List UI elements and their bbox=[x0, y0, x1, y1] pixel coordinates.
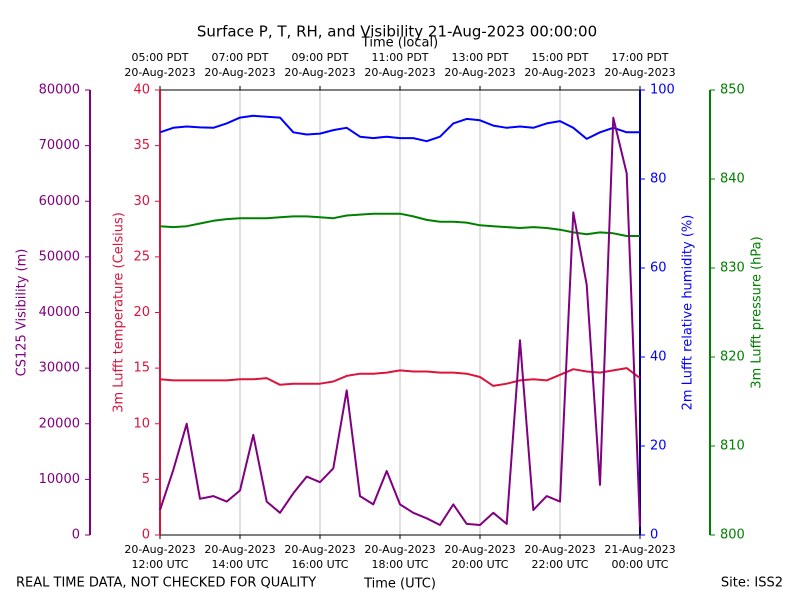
y-tick-label: 70000 bbox=[39, 138, 80, 153]
series-line bbox=[159, 212, 640, 237]
y-tick-label: 15 bbox=[133, 361, 150, 376]
y-tick-label: 820 bbox=[720, 350, 745, 365]
y-tick-label: 20000 bbox=[39, 416, 80, 431]
x-tick-label: 20-Aug-2023 bbox=[124, 543, 195, 556]
y-tick-label: 5 bbox=[142, 472, 150, 487]
y-tick-label: 60000 bbox=[39, 194, 80, 209]
y-tick-label: 25 bbox=[133, 249, 150, 264]
y-tick-label: 0 bbox=[650, 528, 658, 543]
y-axis-label: CS125 Visibility (m) bbox=[15, 249, 30, 377]
chart-title: Surface P, T, RH, and Visibility 21-Aug-… bbox=[197, 23, 597, 41]
x-tick-label: 00:00 UTC bbox=[611, 558, 668, 571]
x-tick-label: 14:00 UTC bbox=[211, 558, 268, 571]
x2-tick-label: 05:00 PDT bbox=[131, 51, 188, 64]
series-line bbox=[159, 116, 641, 527]
site-note: Site: ISS2 bbox=[721, 576, 783, 591]
y-tick-label: 810 bbox=[720, 439, 745, 454]
y-tick-label: 35 bbox=[133, 138, 150, 153]
y-tick-label: 10000 bbox=[39, 472, 80, 487]
y-tick-label: 840 bbox=[720, 172, 745, 187]
x-tick-label: 21-Aug-2023 bbox=[604, 543, 675, 556]
x2-tick-label: 20-Aug-2023 bbox=[604, 66, 675, 79]
x-tick-label: 20-Aug-2023 bbox=[364, 543, 435, 556]
x2-tick-label: 20-Aug-2023 bbox=[524, 66, 595, 79]
y-tick-label: 40 bbox=[133, 83, 150, 98]
y-tick-label: 10 bbox=[133, 416, 150, 431]
x-tick-label: 20:00 UTC bbox=[451, 558, 508, 571]
x2-tick-label: 20-Aug-2023 bbox=[124, 66, 195, 79]
x-tick-label: 20-Aug-2023 bbox=[444, 543, 515, 556]
y-tick-label: 0 bbox=[142, 528, 150, 543]
y-tick-label: 20 bbox=[650, 439, 667, 454]
y-tick-label: 830 bbox=[720, 261, 745, 276]
y-tick-label: 60 bbox=[650, 261, 667, 276]
y-tick-label: 30000 bbox=[39, 361, 80, 376]
x2-tick-label: 13:00 PDT bbox=[451, 51, 508, 64]
x2-tick-label: 20-Aug-2023 bbox=[444, 66, 515, 79]
x2-tick-label: 20-Aug-2023 bbox=[204, 66, 275, 79]
quality-note: REAL TIME DATA, NOT CHECKED FOR QUALITY bbox=[16, 576, 316, 591]
x2-tick-label: 09:00 PDT bbox=[291, 51, 348, 64]
x-axis-label: Time (UTC) bbox=[363, 577, 436, 592]
x2-axis-label: Time (local) bbox=[361, 36, 438, 51]
x-tick-label: 16:00 UTC bbox=[291, 558, 348, 571]
y-tick-label: 800 bbox=[720, 528, 745, 543]
y-tick-label: 50000 bbox=[39, 249, 80, 264]
x-tick-label: 18:00 UTC bbox=[371, 558, 428, 571]
y-tick-label: 80 bbox=[650, 172, 667, 187]
x2-tick-label: 20-Aug-2023 bbox=[364, 66, 435, 79]
y-tick-label: 40000 bbox=[39, 305, 80, 320]
series-line bbox=[159, 114, 640, 143]
x2-tick-label: 15:00 PDT bbox=[531, 51, 588, 64]
y-axis-label: 3m Lufft pressure (hPa) bbox=[750, 236, 765, 388]
x2-tick-label: 20-Aug-2023 bbox=[284, 66, 355, 79]
x-tick-label: 12:00 UTC bbox=[131, 558, 188, 571]
x2-tick-label: 11:00 PDT bbox=[371, 51, 428, 64]
y-tick-label: 20 bbox=[133, 305, 150, 320]
series-line bbox=[159, 367, 641, 387]
y-axis-label: 3m Lufft temperature (Celsius) bbox=[112, 212, 127, 413]
y-tick-label: 40 bbox=[650, 350, 667, 365]
y-axis-label: 2m Lufft relative humidity (%) bbox=[681, 215, 696, 411]
x2-tick-label: 17:00 PDT bbox=[611, 51, 668, 64]
y-tick-label: 80000 bbox=[39, 83, 80, 98]
x-tick-label: 20-Aug-2023 bbox=[284, 543, 355, 556]
x-tick-label: 20-Aug-2023 bbox=[204, 543, 275, 556]
x-tick-label: 20-Aug-2023 bbox=[524, 543, 595, 556]
y-tick-label: 30 bbox=[133, 194, 150, 209]
x-tick-label: 22:00 UTC bbox=[531, 558, 588, 571]
x2-tick-label: 07:00 PDT bbox=[211, 51, 268, 64]
y-tick-label: 850 bbox=[720, 83, 745, 98]
y-tick-label: 0 bbox=[72, 528, 80, 543]
y-tick-label: 100 bbox=[650, 83, 675, 98]
